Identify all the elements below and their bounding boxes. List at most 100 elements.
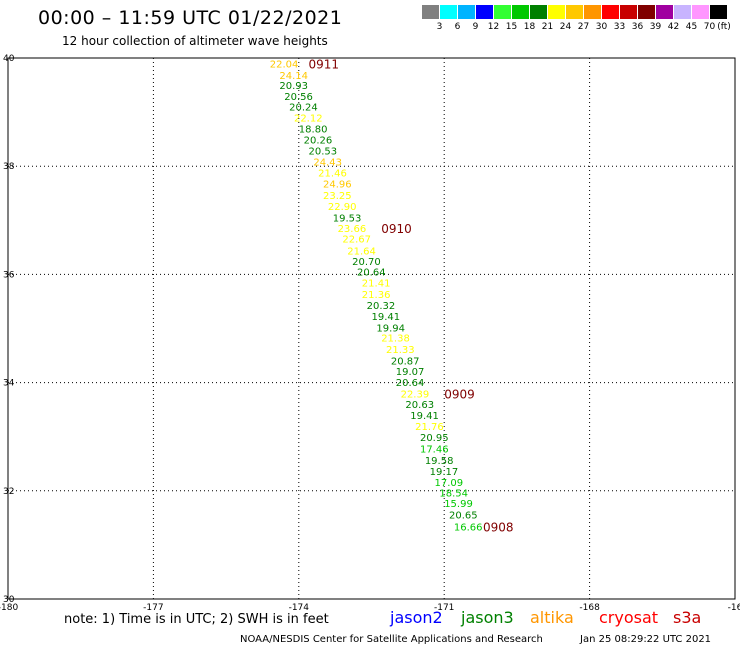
color-scale-swatch bbox=[710, 5, 727, 19]
x-tick-label: -177 bbox=[143, 603, 163, 613]
y-tick-label: 40 bbox=[3, 54, 15, 64]
generation-timestamp: Jan 25 08:29:22 UTC 2021 bbox=[580, 634, 712, 645]
color-scale-swatch bbox=[530, 5, 547, 19]
wave-height-label: 18.54 bbox=[439, 488, 468, 499]
wave-height-label: 20.65 bbox=[449, 511, 478, 522]
color-scale-legend: 3 6 9 12 15 18 21 24 27 30 33 36 39 42 45 70 (ft) bbox=[422, 5, 731, 32]
wave-height-label: 20.24 bbox=[289, 103, 318, 114]
wave-height-label: 19.58 bbox=[425, 456, 454, 467]
color-scale-label: 42 bbox=[667, 22, 680, 32]
wave-height-label: 20.70 bbox=[352, 257, 381, 268]
wave-height-label: 21.64 bbox=[347, 247, 376, 258]
y-tick-label: 34 bbox=[3, 379, 15, 389]
wave-height-label: 22.04 bbox=[270, 59, 299, 70]
color-scale-label: 21 bbox=[541, 22, 554, 32]
wave-height-label: 23.66 bbox=[338, 224, 367, 235]
wave-height-label: 21.41 bbox=[362, 279, 391, 290]
wave-height-label: 19.94 bbox=[376, 323, 405, 334]
wave-height-label: 20.26 bbox=[304, 136, 333, 147]
wave-height-label: 24.96 bbox=[323, 180, 352, 191]
satellite-legend-altika: altika bbox=[530, 608, 574, 627]
y-tick-label: 32 bbox=[3, 487, 14, 497]
wave-height-label: 21.36 bbox=[362, 290, 391, 301]
color-scale-swatch bbox=[440, 5, 457, 19]
color-scale-swatch bbox=[620, 5, 637, 19]
wave-height-label: 22.90 bbox=[328, 202, 357, 213]
satellite-legend-cryosat: cryosat bbox=[599, 608, 659, 627]
satellite-legend-jason2: jason2 bbox=[390, 608, 443, 627]
color-scale-swatch bbox=[584, 5, 601, 19]
x-tick-label: -180 bbox=[0, 603, 18, 613]
wave-height-label: 18.80 bbox=[299, 124, 328, 135]
time-label: 0911 bbox=[308, 57, 339, 71]
wave-height-label: 23.25 bbox=[323, 191, 352, 202]
color-scale-swatch bbox=[458, 5, 475, 19]
color-scale-label: 45 bbox=[685, 22, 698, 32]
wave-height-label: 20.64 bbox=[396, 378, 425, 389]
color-scale-label: 9 bbox=[472, 22, 479, 32]
footnote: note: 1) Time is in UTC; 2) SWH is in fe… bbox=[64, 612, 329, 627]
color-scale-label: 15 bbox=[505, 22, 518, 32]
credit-line: NOAA/NESDIS Center for Satellite Applica… bbox=[240, 634, 543, 645]
color-scale-swatch bbox=[422, 5, 439, 19]
color-scale-label: 3 bbox=[436, 22, 443, 32]
wave-height-label: 22.67 bbox=[342, 235, 371, 246]
time-label: 0909 bbox=[444, 387, 475, 401]
wave-height-label: 20.32 bbox=[367, 301, 396, 312]
wave-height-label: 20.63 bbox=[405, 400, 434, 411]
wave-height-label: 19.53 bbox=[333, 214, 362, 225]
wave-height-label: 20.93 bbox=[279, 81, 308, 92]
x-tick-label: -171 bbox=[434, 603, 454, 613]
wave-height-label: 19.17 bbox=[430, 467, 459, 478]
wave-height-label: 21.38 bbox=[381, 334, 410, 345]
time-label: 0910 bbox=[381, 222, 412, 236]
color-scale-label: 30 bbox=[595, 22, 608, 32]
color-scale-label: 24 bbox=[559, 22, 572, 32]
wave-height-label: 21.76 bbox=[415, 422, 444, 433]
wave-height-label: 20.95 bbox=[420, 433, 449, 444]
time-label: 0908 bbox=[483, 521, 514, 535]
chart-subtitle: 12 hour collection of altimeter wave hei… bbox=[62, 34, 328, 48]
color-scale-label: 27 bbox=[577, 22, 590, 32]
color-scale-swatch bbox=[494, 5, 511, 19]
wave-height-label: 22.39 bbox=[401, 389, 430, 400]
color-scale-swatch bbox=[674, 5, 691, 19]
color-scale-label: 18 bbox=[523, 22, 536, 32]
wave-height-label: 20.64 bbox=[357, 268, 386, 279]
satellite-legend-s3a: s3a bbox=[673, 608, 702, 627]
wave-height-label: 17.09 bbox=[435, 478, 464, 489]
color-scale-label: 70 bbox=[703, 22, 716, 32]
plot-frame bbox=[7, 57, 736, 600]
wave-height-label: 22.12 bbox=[294, 114, 323, 125]
y-tick-label: 36 bbox=[3, 270, 15, 280]
color-scale-label: 33 bbox=[613, 22, 626, 32]
color-scale-swatch bbox=[512, 5, 529, 19]
color-scale-label: 6 bbox=[454, 22, 461, 32]
color-scale-swatch bbox=[548, 5, 565, 19]
y-tick-label: 30 bbox=[3, 595, 15, 605]
color-scale-label: 36 bbox=[631, 22, 644, 32]
wave-height-label: 19.41 bbox=[410, 411, 439, 422]
color-scale-swatch bbox=[602, 5, 619, 19]
color-scale-swatch bbox=[692, 5, 709, 19]
color-scale-label: 39 bbox=[649, 22, 662, 32]
wave-height-label: 20.87 bbox=[391, 356, 420, 367]
wave-height-label: 17.46 bbox=[420, 445, 449, 456]
wave-height-label: 15.99 bbox=[444, 499, 473, 510]
wave-height-label: 16.66 bbox=[454, 523, 483, 534]
wave-height-label: 21.46 bbox=[318, 169, 347, 180]
color-scale-swatch bbox=[476, 5, 493, 19]
color-scale-swatch bbox=[656, 5, 673, 19]
x-tick-label: -174 bbox=[289, 603, 310, 613]
chart-title: 00:00 – 11:59 UTC 01/22/2021 bbox=[38, 7, 343, 29]
color-scale-swatch bbox=[566, 5, 583, 19]
wave-height-label: 19.07 bbox=[396, 367, 425, 378]
color-scale-label: 12 bbox=[487, 22, 500, 32]
wave-height-label: 19.41 bbox=[372, 312, 401, 323]
wave-height-label: 21.33 bbox=[386, 345, 415, 356]
y-tick-label: 38 bbox=[3, 162, 15, 172]
satellite-legend-jason3: jason3 bbox=[461, 608, 514, 627]
color-scale-swatch bbox=[638, 5, 655, 19]
wave-height-label: 24.43 bbox=[313, 157, 342, 168]
